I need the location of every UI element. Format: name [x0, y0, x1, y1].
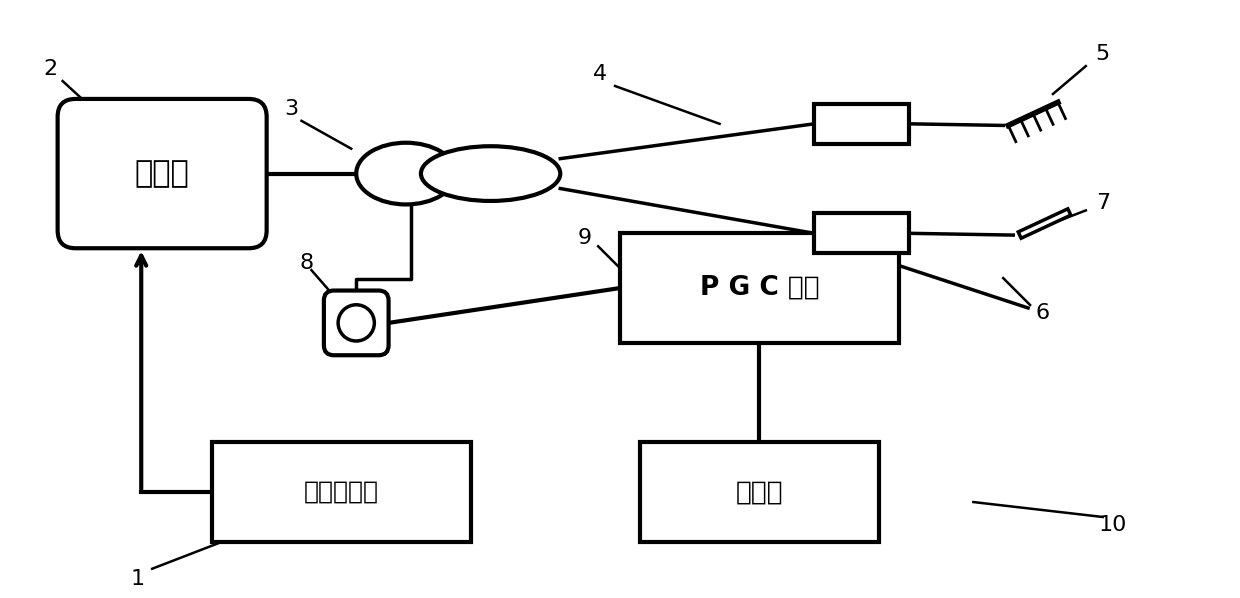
Text: 1: 1: [130, 569, 144, 588]
Text: 5: 5: [1096, 44, 1110, 64]
Text: 2: 2: [43, 59, 58, 79]
Bar: [640, 443, 879, 542]
Polygon shape: [1018, 209, 1071, 238]
Text: 4: 4: [593, 64, 608, 84]
Ellipse shape: [420, 147, 560, 201]
Text: 正弦波信号: 正弦波信号: [304, 480, 378, 504]
FancyBboxPatch shape: [324, 291, 388, 355]
Text: 9: 9: [578, 228, 593, 248]
Text: 3: 3: [284, 99, 299, 119]
FancyBboxPatch shape: [57, 99, 267, 248]
Text: 8: 8: [299, 253, 314, 273]
Text: 激光器: 激光器: [135, 159, 190, 188]
Text: 6: 6: [1035, 303, 1050, 323]
Ellipse shape: [356, 143, 456, 205]
Circle shape: [339, 305, 374, 341]
Text: 上位机: 上位机: [735, 479, 784, 505]
Text: P G C 解调: P G C 解调: [699, 275, 820, 301]
Bar: [620, 233, 899, 343]
Bar: [815, 213, 909, 253]
Text: 7: 7: [1096, 193, 1110, 213]
Bar: [815, 104, 909, 144]
Text: 10: 10: [1099, 515, 1127, 535]
Bar: [212, 443, 471, 542]
